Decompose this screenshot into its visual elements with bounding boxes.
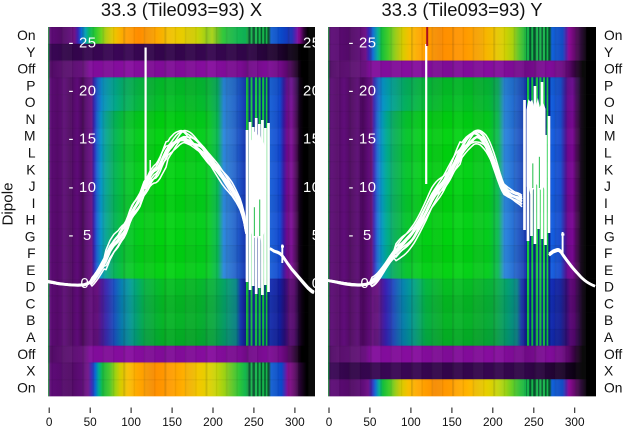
svg-text:-: - [349,180,354,196]
svg-text:100: 100 [121,415,141,429]
svg-text:C: C [26,296,36,311]
svg-text:5: 5 [83,228,92,244]
svg-text:0: 0 [46,415,53,429]
svg-text:150: 150 [442,415,462,429]
svg-text:-: - [69,132,74,148]
svg-text:A: A [26,330,36,345]
svg-text:On: On [604,380,622,395]
svg-text:P: P [604,78,613,93]
svg-text:15: 15 [359,132,376,148]
svg-text:M: M [604,129,616,144]
svg-text:-: - [69,84,74,100]
svg-text:5: 5 [363,228,372,244]
svg-text:10: 10 [79,180,96,196]
svg-text:L: L [604,146,612,161]
svg-text:0: 0 [361,276,370,292]
svg-text:D: D [604,280,614,295]
svg-text:K: K [604,162,614,177]
svg-text:O: O [604,95,615,110]
svg-text:0: 0 [81,276,90,292]
svg-text:J: J [604,179,611,194]
svg-text:L: L [28,146,36,161]
svg-text:D: D [26,280,36,295]
svg-text:25: 25 [359,35,376,51]
svg-text:G: G [604,229,615,244]
svg-text:O: O [25,95,36,110]
svg-text:15: 15 [303,132,320,148]
svg-text:I: I [32,196,36,211]
svg-text:K: K [26,162,36,177]
svg-text:J: J [29,179,36,194]
svg-text:N: N [604,112,614,127]
svg-text:33.3 (Tile093=93) X: 33.3 (Tile093=93) X [101,0,262,20]
svg-text:X: X [26,364,35,379]
svg-text:20: 20 [303,84,320,100]
svg-text:300: 300 [285,415,305,429]
svg-text:-: - [69,228,74,244]
svg-text:20: 20 [359,84,376,100]
svg-text:On: On [17,380,35,395]
svg-text:-: - [349,84,354,100]
svg-text:C: C [604,296,614,311]
svg-text:Off: Off [604,347,622,362]
svg-text:-: - [69,35,74,51]
svg-text:300: 300 [565,415,585,429]
svg-text:On: On [17,28,35,43]
svg-text:100: 100 [401,415,421,429]
svg-text:N: N [26,112,36,127]
svg-text:E: E [604,263,613,278]
svg-text:50: 50 [363,415,377,429]
svg-text:F: F [27,246,35,261]
svg-text:-: - [349,228,354,244]
svg-text:E: E [26,263,35,278]
svg-text:B: B [26,313,35,328]
svg-text:15: 15 [79,132,96,148]
svg-text:Off: Off [17,62,35,77]
svg-text:25: 25 [79,35,96,51]
svg-text:10: 10 [303,180,320,196]
svg-text:50: 50 [84,415,98,429]
svg-text:X: X [604,364,613,379]
svg-text:250: 250 [524,415,544,429]
svg-text:B: B [604,313,613,328]
svg-text:I: I [604,196,608,211]
svg-text:200: 200 [203,415,223,429]
svg-text:-: - [69,180,74,196]
svg-text:M: M [24,129,36,144]
svg-text:G: G [25,229,36,244]
svg-text:On: On [604,28,622,43]
svg-text:25: 25 [303,35,320,51]
svg-text:P: P [26,78,35,93]
svg-text:0: 0 [326,415,333,429]
svg-text:20: 20 [79,84,96,100]
svg-text:150: 150 [162,415,182,429]
svg-text:Y: Y [26,45,35,60]
svg-text:250: 250 [244,415,264,429]
svg-text:5: 5 [312,228,321,244]
svg-text:-: - [349,35,354,51]
svg-text:A: A [604,330,614,345]
svg-text:F: F [604,246,612,261]
svg-text:0: 0 [312,276,321,292]
svg-text:33.3 (Tile093=93) Y: 33.3 (Tile093=93) Y [381,0,542,20]
svg-text:Off: Off [17,347,35,362]
svg-text:H: H [604,213,614,228]
svg-text:-: - [349,132,354,148]
svg-text:Off: Off [604,62,622,77]
svg-text:200: 200 [483,415,503,429]
svg-text:Dipole: Dipole [0,182,17,225]
svg-text:10: 10 [359,180,376,196]
svg-text:Y: Y [604,45,613,60]
svg-text:H: H [26,213,36,228]
